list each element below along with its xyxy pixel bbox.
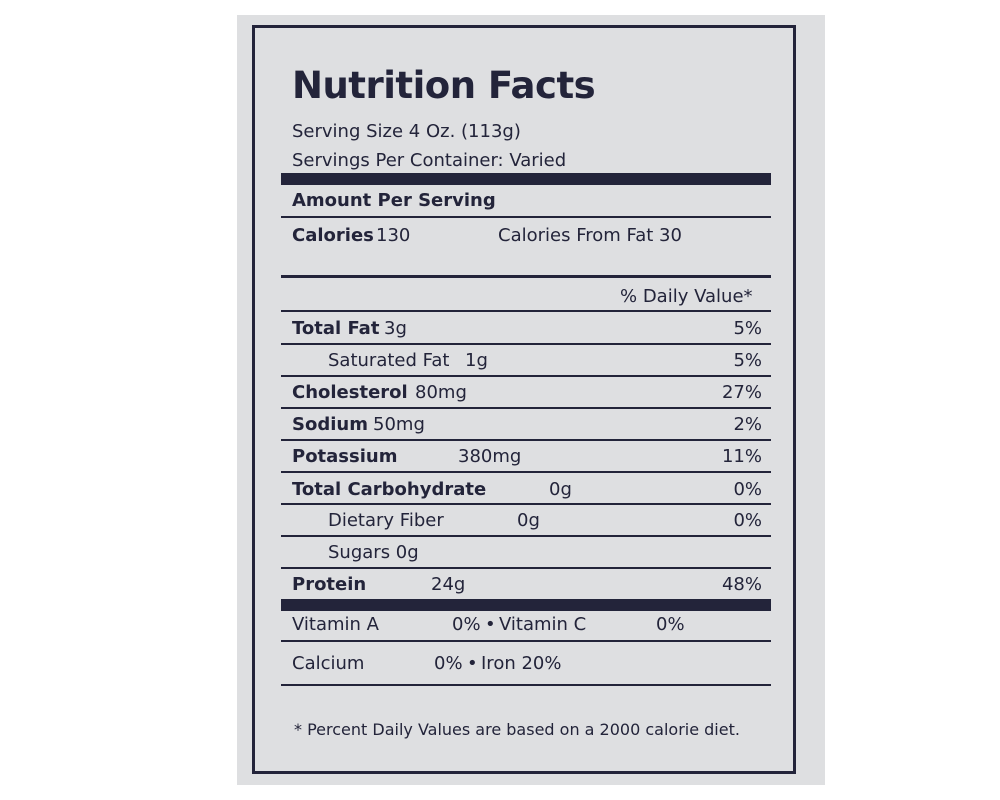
divider: [281, 503, 771, 505]
row-name-sodium: Sodium: [292, 414, 368, 435]
divider: [281, 310, 771, 312]
nutrition-label-border: [252, 25, 796, 774]
divider: [281, 216, 771, 218]
row-name-saturated-fat: Saturated Fat: [328, 350, 450, 371]
calories-from-fat: Calories From Fat 30: [498, 225, 682, 246]
calcium-label: Calcium: [292, 653, 365, 674]
row-amount-dietary-fiber: 0g: [517, 510, 540, 531]
divider: [281, 471, 771, 473]
amount-per-serving: Amount Per Serving: [292, 190, 496, 211]
calories-value: 130: [376, 225, 411, 246]
divider: [281, 640, 771, 642]
row-name-cholesterol: Cholesterol: [292, 382, 408, 403]
row-amount-total-fat: 3g: [384, 318, 407, 339]
divider: [281, 275, 771, 278]
row-dv-potassium: 11%: [721, 446, 762, 467]
row-name-total-carbohydrate: Total Carbohydrate: [292, 479, 487, 500]
divider: [281, 343, 771, 345]
vitamin-c-value: 0%: [656, 614, 685, 635]
thick-divider: [281, 173, 771, 185]
vitamin-c-label: Vitamin C: [499, 614, 587, 635]
row-dv-sodium: 2%: [733, 414, 762, 435]
bullet-separator: •: [467, 653, 478, 674]
vitamin-a-value: 0%: [452, 614, 481, 635]
row-dv-total-carbohydrate: 0%: [733, 479, 762, 500]
row-amount-cholesterol: 80mg: [415, 382, 467, 403]
row-name-dietary-fiber: Dietary Fiber: [328, 510, 444, 531]
divider: [281, 439, 771, 441]
row-dv-protein: 48%: [721, 574, 762, 595]
footnote: * Percent Daily Values are based on a 20…: [294, 720, 740, 739]
serving-size: Serving Size 4 Oz. (113g): [292, 121, 521, 142]
row-dv-saturated-fat: 5%: [733, 350, 762, 371]
row-amount-sodium: 50mg: [373, 414, 425, 435]
divider: [281, 375, 771, 377]
divider: [281, 535, 771, 537]
row-name-potassium: Potassium: [292, 446, 398, 467]
row-name-protein: Protein: [292, 574, 367, 595]
row-dv-cholesterol: 27%: [721, 382, 762, 403]
servings-per-container: Servings Per Container: Varied: [292, 150, 567, 171]
thick-divider: [281, 599, 771, 611]
row-dv-dietary-fiber: 0%: [733, 510, 762, 531]
row-amount-total-carbohydrate: 0g: [549, 479, 572, 500]
daily-value-header: % Daily Value*: [620, 286, 753, 307]
iron-value: Iron 20%: [481, 653, 562, 674]
divider: [281, 567, 771, 569]
bullet-separator: •: [485, 614, 496, 635]
calcium-value: 0%: [434, 653, 463, 674]
row-name-total-fat: Total Fat: [292, 318, 380, 339]
divider: [281, 407, 771, 409]
row-amount-potassium: 380mg: [458, 446, 522, 467]
row-name-sugars: Sugars 0g: [328, 542, 419, 563]
label-title: Nutrition Facts: [292, 64, 596, 107]
paper-background: [237, 15, 825, 785]
vitamin-a-label: Vitamin A: [292, 614, 379, 635]
divider: [281, 684, 771, 686]
calories-label: Calories: [292, 225, 374, 246]
row-amount-saturated-fat: 1g: [465, 350, 488, 371]
row-amount-protein: 24g: [431, 574, 466, 595]
row-dv-total-fat: 5%: [733, 318, 762, 339]
